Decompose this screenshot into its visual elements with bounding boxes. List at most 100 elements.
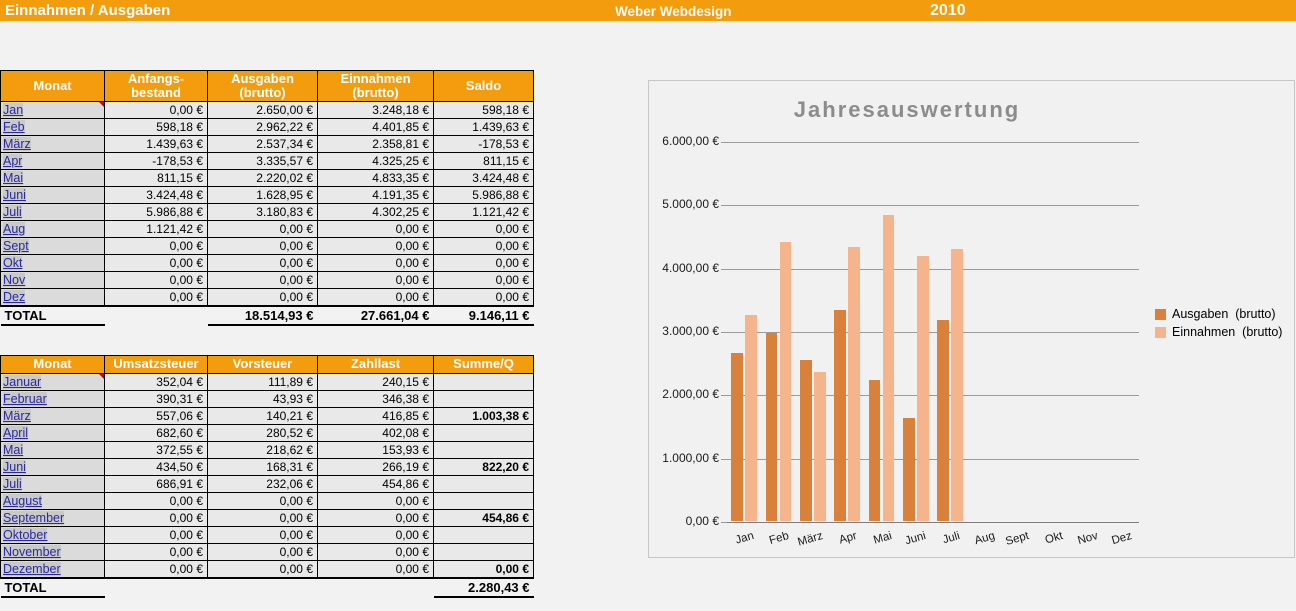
month-link-mai[interactable]: Mai [3, 443, 24, 457]
total-value-cell [104, 576, 208, 597]
value-cell: 372,55 € [104, 441, 208, 459]
value-cell: 0,00 € [433, 254, 534, 272]
column-header-umsatzsteuer: Umsatzsteuer [104, 355, 208, 374]
month-cell: Juli [0, 475, 105, 493]
value-cell: 218,62 € [207, 441, 318, 459]
month-link-januar[interactable]: Januar [3, 375, 42, 389]
month-link-juli[interactable]: Juli [3, 477, 22, 491]
axis-tick [721, 332, 727, 333]
total-value-cell: 18.514,93 € [207, 304, 318, 326]
value-cell: 0,00 € [317, 254, 434, 272]
gridline [727, 332, 1139, 333]
value-cell: 0,00 € [104, 509, 208, 527]
month-link-okt[interactable]: Okt [3, 256, 23, 270]
value-cell [433, 441, 534, 459]
value-cell: 1.121,42 € [433, 203, 534, 221]
bar-ausgaben-märz [800, 360, 812, 521]
value-cell: 0,00 € [317, 271, 434, 289]
y-axis-tick-label: 1.000,00 € [662, 450, 719, 465]
page-title: Einnahmen / Ausgaben [5, 2, 171, 19]
y-axis-tick-label: 3.000,00 € [662, 324, 719, 338]
table-row: Feb 598,18 €2.962,22 €4.401,85 €1.439,63 … [0, 118, 534, 136]
value-cell: 416,85 € [317, 407, 434, 425]
annual-chart: Jahresauswertung Jan Feb März Apr Mai Juni Jul… [648, 80, 1295, 558]
bar-einnahmen-feb [779, 242, 792, 521]
table-row: Juni 3.424,48 €1.628,95 €4.191,35 €5.986,… [0, 186, 534, 204]
month-link-november[interactable]: November [3, 545, 61, 559]
header-row: Monat Umsatzsteuer Vorsteuer Zahllast Summe/… [0, 355, 534, 374]
value-cell [433, 526, 534, 544]
x-axis-tick-label: Mai [871, 530, 893, 547]
gridline [727, 458, 1139, 460]
value-cell: 0,00 € [317, 288, 434, 306]
bar-ausgaben-juni [903, 417, 915, 521]
gridline [727, 142, 1139, 143]
month-link-aug[interactable]: Aug [3, 222, 26, 236]
y-axis-tick-label: 5.000,00 € [662, 197, 719, 212]
table-row: Mai 372,55 €218,62 €153,93 € [0, 441, 534, 459]
month-link-sept[interactable]: Sept [3, 239, 29, 253]
x-axis-tick-label: Nov [1075, 530, 1099, 548]
x-axis-tick-label: Apr [837, 530, 859, 547]
column-header-saldo: Saldo [433, 70, 534, 102]
month-link-juli[interactable]: Juli [3, 205, 22, 219]
value-cell: 4.401,85 € [317, 118, 434, 136]
month-link-oktober[interactable]: Oktober [3, 528, 48, 542]
table-row: Januar 352,04 €111,89 €240,15 € [0, 373, 534, 391]
month-link-august[interactable]: August [3, 494, 42, 508]
month-cell: Feb [0, 118, 105, 136]
value-cell: 1.628,95 € [207, 186, 318, 204]
bar-ausgaben-jan [731, 353, 743, 521]
x-axis-tick-label: Dez [1110, 530, 1134, 548]
table-row: Jan 0,00 €2.650,00 €3.248,18 €598,18 € [0, 101, 534, 119]
month-link-dez[interactable]: Dez [3, 289, 26, 304]
bar-ausgaben-mai [868, 380, 881, 521]
month-cell: Oktober [0, 526, 105, 544]
value-cell: 557,06 € [104, 407, 208, 425]
total-value-cell: 27.661,04 € [317, 304, 434, 326]
value-cell: 2.650,00 € [207, 101, 318, 119]
value-cell: 2.220,02 € [207, 169, 318, 187]
month-link-september[interactable]: September [3, 511, 65, 525]
month-link-nov[interactable]: Nov [3, 273, 26, 287]
month-link-dezember[interactable]: Dezember [3, 561, 61, 576]
x-axis-tick-label: Juni [903, 530, 928, 548]
bar-einnahmen-mai [882, 214, 895, 521]
value-cell: 5.986,88 € [104, 203, 208, 221]
gridline [727, 268, 1139, 270]
month-cell: April [0, 424, 105, 442]
bar-einnahmen-apr [848, 247, 860, 521]
value-cell: 232,06 € [207, 475, 318, 493]
month-link-juni[interactable]: Juni [3, 188, 26, 202]
month-link-april[interactable]: April [3, 426, 29, 440]
bar-einnahmen-juli [951, 248, 963, 521]
month-link-mai[interactable]: Mai [3, 171, 24, 185]
value-cell: 2.358,81 € [317, 135, 434, 153]
month-link-juni[interactable]: Juni [3, 460, 26, 474]
value-cell: 2.537,34 € [207, 135, 318, 153]
month-link-marz[interactable]: März [3, 409, 31, 423]
month-cell: Aug [0, 220, 105, 238]
value-cell: 598,18 € [104, 118, 208, 136]
value-cell: 0,00 € [433, 220, 534, 238]
legend-label: Ausgaben (brutto) [1172, 307, 1276, 321]
total-value-cell [317, 576, 434, 597]
value-cell: 3.424,48 € [104, 186, 208, 204]
x-axis-tick-label: März [796, 530, 825, 549]
column-header-monat: Monat [0, 70, 105, 102]
month-cell: Sept [0, 237, 105, 255]
bar-einnahmen-juni [917, 255, 929, 521]
value-cell: 0,00 € [207, 237, 318, 255]
month-link-jan[interactable]: Jan [3, 103, 24, 117]
month-cell: Apr [0, 152, 105, 170]
month-link-februar[interactable]: Februar [3, 392, 47, 406]
month-cell: November [0, 543, 105, 561]
month-link-marz[interactable]: März [3, 137, 31, 151]
value-cell: 4.325,25 € [317, 152, 434, 170]
value-cell: 0,00 € [207, 492, 318, 510]
value-cell: 811,15 € [433, 152, 534, 170]
month-link-feb[interactable]: Feb [3, 120, 25, 134]
month-link-apr[interactable]: Apr [3, 154, 23, 168]
value-cell: 5.986,88 € [433, 186, 534, 204]
axis-tick [721, 268, 727, 270]
